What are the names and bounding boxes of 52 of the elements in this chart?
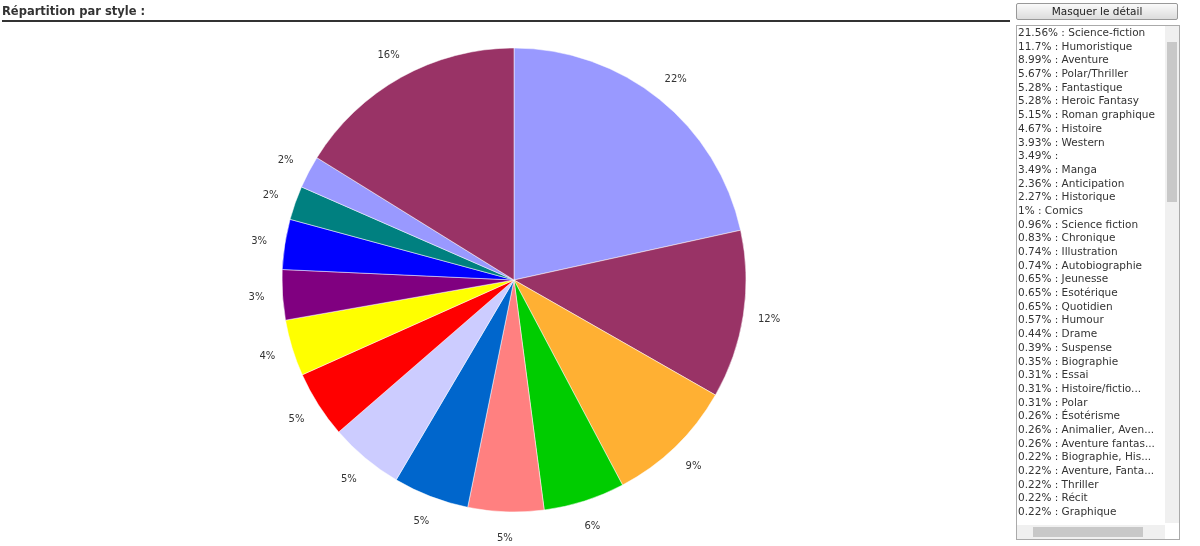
text: 0.83% : Chronique bbox=[1018, 231, 1117, 245]
text: 0.57% : Humour bbox=[1018, 313, 1105, 328]
text: 21.56% : Science-fiction bbox=[1018, 26, 1147, 40]
data-label: 5% bbox=[340, 472, 357, 484]
text: 0.31% : Essai bbox=[1018, 368, 1090, 382]
text: 0.65% : Quotidien bbox=[1018, 299, 1114, 314]
text: 0.35% : Biographie bbox=[1018, 354, 1120, 369]
text: Répartition par style : bbox=[2, 4, 1010, 22]
button: Masquer le détail bbox=[1016, 3, 1178, 20]
text: 11.7% : Humoristique bbox=[1018, 39, 1134, 54]
text: 3.49% : bbox=[1018, 149, 1060, 163]
text: 0.26% : Aventure fantas... bbox=[1018, 436, 1156, 451]
text: 0.39% : Suspense bbox=[1018, 340, 1114, 355]
data-label: 3% bbox=[251, 234, 268, 246]
text: 5.67% : Polar/Thriller bbox=[1018, 67, 1130, 81]
text: 3.49% : Manga bbox=[1018, 162, 1098, 177]
text: 0.22% : Graphique bbox=[1018, 505, 1118, 519]
text: 0.22% : Biographie, His... bbox=[1018, 450, 1153, 464]
text: 5.28% : Fantastique bbox=[1018, 80, 1124, 95]
data-label: 9% bbox=[685, 459, 702, 471]
data-label: 3% bbox=[248, 291, 265, 303]
text: 0.74% : Autobiographie bbox=[1018, 258, 1144, 273]
text: 0.74% : Illustration bbox=[1018, 245, 1119, 259]
data-label: 2% bbox=[262, 188, 279, 200]
data-label: 5% bbox=[413, 515, 430, 527]
text: 0.22% : Récit bbox=[1018, 491, 1089, 506]
text: 0.31% : Polar bbox=[1018, 395, 1089, 409]
data-label: 22% bbox=[664, 73, 687, 85]
text: 5.15% : Roman graphique bbox=[1018, 108, 1156, 122]
text: 1% : Comics bbox=[1018, 203, 1084, 218]
text: 0.65% : Esotérique bbox=[1018, 286, 1119, 300]
text: 0.26% : Ésotérisme bbox=[1018, 409, 1122, 423]
data-label: 2% bbox=[277, 154, 294, 166]
text: 0.44% : Drame bbox=[1018, 327, 1099, 341]
text: 4.67% : Histoire bbox=[1018, 121, 1103, 136]
text: 5.28% : Heroic Fantasy bbox=[1018, 94, 1140, 109]
data-label: 4% bbox=[259, 350, 276, 362]
text: 0.65% : Jeunesse bbox=[1018, 272, 1110, 287]
data-label: 5% bbox=[288, 413, 305, 425]
data-label: 12% bbox=[757, 313, 781, 325]
text: 2.36% : Anticipation bbox=[1018, 176, 1126, 191]
text: 0.31% : Histoire/fictio... bbox=[1018, 381, 1143, 396]
data-label: 6% bbox=[584, 520, 601, 532]
text: 0.22% : Aventure, Fanta... bbox=[1018, 464, 1156, 478]
data-label: 16% bbox=[377, 49, 400, 61]
text: 0.96% : Science fiction bbox=[1018, 217, 1140, 232]
text: 8.99% : Aventure bbox=[1018, 53, 1110, 68]
data-label: 5% bbox=[496, 532, 513, 544]
text: 3.93% : Western bbox=[1018, 135, 1106, 150]
text: 0.22% : Thriller bbox=[1018, 477, 1100, 492]
text: 2.27% : Historique bbox=[1018, 190, 1117, 204]
text: 0.26% : Animalier, Aven... bbox=[1018, 422, 1156, 437]
